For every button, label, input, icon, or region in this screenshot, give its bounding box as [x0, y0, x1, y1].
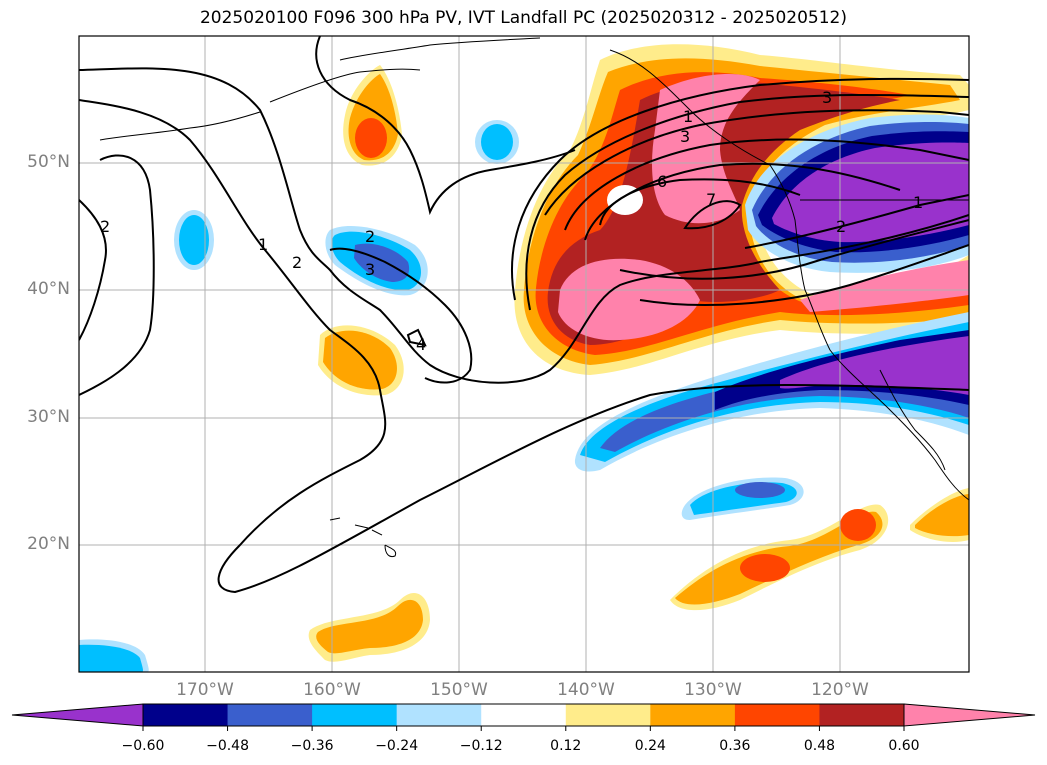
pv-label: 2	[100, 217, 110, 236]
pv-contour-labels: 1 2 3 4 6 7 3 2 1 2 1 2 3	[100, 88, 923, 354]
colorbar-segment	[565, 704, 651, 726]
pv-label: 3	[822, 88, 832, 107]
coast-hawaii	[329, 517, 397, 558]
negative-blob-gulf-core	[481, 124, 513, 160]
pv-contour-ridge-5	[584, 162, 901, 241]
shaded-fields	[79, 44, 969, 672]
colorbar	[11, 703, 1036, 731]
colorbar-segment	[650, 704, 736, 726]
coastlines	[99, 37, 969, 558]
colorbar-tick-label: 0.60	[888, 738, 920, 754]
colorbar-tick-label: 0.48	[803, 738, 836, 754]
lon-label: 170°W	[176, 680, 234, 700]
pv-label: 3	[365, 260, 375, 279]
lat-label: 50°N	[27, 152, 70, 172]
pv-contour-far-west-2	[79, 199, 107, 341]
negative-blob-west-core	[179, 215, 209, 265]
pv-contour-4-main	[406, 328, 427, 347]
map-frame	[78, 35, 970, 673]
positive-blob-subtropical-red2	[840, 509, 876, 541]
negative-field-southeast-purple	[780, 336, 969, 395]
pv-contour-ridge-2	[525, 93, 969, 311]
colorbar-tick-label: 0.36	[719, 738, 751, 754]
pv-contour-trough-3	[744, 194, 969, 249]
lon-label: 140°W	[557, 680, 615, 700]
pv-label: 7	[706, 190, 716, 209]
colorbar-tick-label: 0.24	[634, 738, 666, 754]
colorbar-segment	[819, 704, 905, 726]
pv-contour-ridge-7	[683, 200, 742, 230]
colorbar-tick-label: −0.60	[121, 738, 165, 754]
pv-label: 2	[292, 253, 302, 272]
lat-label: 30°N	[27, 407, 70, 427]
negative-blob-central-core	[354, 243, 410, 282]
colorbar-segment	[481, 704, 567, 726]
positive-blob-subtropical-red1	[740, 554, 790, 582]
colorbar-tick-label: −0.24	[375, 738, 419, 754]
colorbar-segment	[227, 704, 313, 726]
colorbar-segment	[312, 704, 398, 726]
positive-blob-south-core	[316, 599, 423, 654]
positive-blob-alaska-core	[355, 118, 387, 158]
pv-contour-ridge-4	[564, 138, 969, 231]
lat-label: 40°N	[27, 279, 70, 299]
lon-label: 150°W	[430, 680, 488, 700]
lon-label: 160°W	[303, 680, 361, 700]
colorbar-tick-label: −0.48	[206, 738, 249, 754]
negative-field-northeast-purple	[772, 142, 969, 243]
negative-blob-hawaii-east-core	[735, 482, 785, 498]
pv-label: 1	[258, 235, 268, 254]
positive-blob-central-core	[323, 330, 397, 390]
negative-blob-southwest-core	[79, 644, 143, 672]
pv-contour-ridge-3	[544, 109, 969, 216]
colorbar-upper-extend	[903, 703, 1036, 727]
pv-contour-top-1	[315, 36, 576, 216]
positive-field-pink-east	[800, 260, 969, 312]
coast-alaska	[99, 37, 541, 141]
colorbar-frame	[142, 703, 905, 727]
pv-contour-ridge-6	[599, 178, 801, 226]
pv-contour-ridge-outer	[511, 77, 969, 301]
colorbar-tick-label: 0.12	[550, 738, 582, 754]
positive-blob-mexico-core	[915, 494, 969, 537]
pv-label: 3	[680, 127, 690, 146]
pv-label: 4	[416, 335, 426, 354]
pv-label: 2	[365, 227, 375, 246]
pv-label: 1	[913, 193, 923, 212]
colorbar-tick-label: −0.36	[290, 738, 334, 754]
lon-label: 130°W	[684, 680, 742, 700]
coast-alaska-panhandle	[609, 49, 771, 166]
pv-label: 6	[657, 172, 667, 191]
lat-label: 20°N	[27, 534, 70, 554]
colorbar-lower-extend	[11, 703, 144, 727]
colorbar-segment	[734, 704, 820, 726]
pv-contour-3-main	[329, 247, 473, 384]
colorbar-segment	[396, 704, 482, 726]
positive-field-pink-south	[558, 258, 700, 341]
pv-contour-far-west-1	[79, 154, 155, 396]
positive-field-pink-north	[652, 74, 760, 224]
pv-contour-2-west	[79, 67, 969, 384]
coast-north-america-west	[769, 164, 969, 501]
pv-contour-1-west	[79, 99, 969, 594]
pv-contours	[79, 36, 969, 594]
pv-contour-trough-south	[639, 244, 969, 306]
pv-label: 1	[683, 107, 693, 126]
colorbar-tick-label: −0.12	[459, 738, 503, 754]
pv-label: 2	[836, 217, 846, 236]
pv-contour-trough-inner	[619, 219, 969, 280]
map-title: 2025020100 F096 300 hPa PV, IVT Landfall…	[199, 8, 847, 28]
lon-label: 120°W	[811, 680, 869, 700]
colorbar-segment	[143, 704, 229, 726]
